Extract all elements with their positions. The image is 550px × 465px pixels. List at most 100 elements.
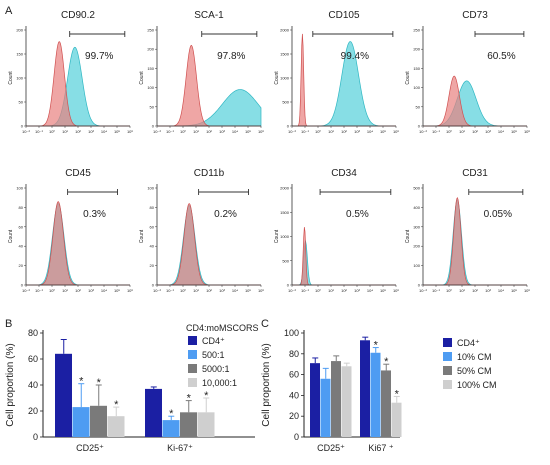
y-tick-label: 40 [150,244,155,249]
bar [341,366,352,437]
x-tick-label: 10¹ [193,129,199,134]
y-tick-label: 150 [413,66,420,71]
x-tick-label: 10⁵ [511,288,517,293]
y-tick-label: 100 [16,186,23,191]
bar [370,352,381,437]
x-tick-label: 10⁴ [232,288,238,293]
x-tick-label: 10⁶ [393,129,399,134]
x-tick-label: 10¹ [328,129,334,134]
y-tick-label: 500 [413,186,420,191]
y-tick-label: 100 [413,85,420,90]
x-tick-label: 10⁰ [49,288,55,293]
y-axis-label: Count [274,229,280,243]
x-tick-label: 10⁻² [153,288,162,293]
y-tick-label: 500 [282,258,289,263]
bar [360,340,370,437]
y-tick-label: 0 [287,283,290,288]
y-tick-label: 0 [152,124,155,129]
legend-swatch [188,336,197,345]
legend-label: 50% CM [457,366,492,376]
flow-panel-cd902: CD90.2 0 50 100 150 200 Count 10⁻² 10⁻¹ 10⁰ 10¹ 10²… [8,10,133,134]
y-axis-label: Count [139,71,145,85]
x-tick-label: 10⁻¹ [35,288,44,293]
y-tick-label: 250 [147,28,154,33]
flow-title: CD105 [328,10,360,21]
control-histogram [157,203,261,286]
x-tick-label: 10² [472,288,478,293]
x-tick-label: 10³ [354,129,360,134]
y-tick-label: 400 [413,205,420,210]
y-tick-label: 60 [19,224,24,229]
y-tick-label: 100 [147,85,154,90]
flow-title: CD31 [462,168,488,179]
flow-panel-cd11b: CD11b 0 20 40 60 80 100 Count 10⁻² 10⁻¹ 10⁰ 10¹ 10² 1… [139,168,264,293]
x-tick-label: 10⁵ [245,129,251,134]
legend-label: 100% CM [457,380,497,390]
x-tick-label: 10² [341,288,347,293]
y-axis-label: Cell proportion (%) [5,343,16,426]
y-tick-label: 250 [413,28,420,33]
legend-label: CD4⁺ [457,338,480,348]
flow-title: CD11b [194,168,225,179]
x-tick-label: 10³ [354,288,360,293]
legend-label: 10% CM [457,352,492,362]
y-axis-label: Count [405,71,411,85]
x-tick-label: 10¹ [459,129,465,134]
flow-panel-cd73: CD73 0 50 100 150 200 250 Count 10⁻² 10⁻¹ 10⁰ 10¹ 10… [405,10,530,134]
x-tick-label: 10⁰ [180,129,186,134]
x-tick-label: 10² [206,129,212,134]
bar [331,361,341,437]
gate-percentage: 0.3% [83,209,106,220]
x-tick-label: 10¹ [328,288,334,293]
y-tick-label: 20 [150,263,155,268]
x-tick-label: 10⁴ [367,288,373,293]
y-tick-label: 0 [21,283,24,288]
flow-title: SCA-1 [194,10,224,21]
x-tick-label: 10⁰ [446,288,452,293]
y-tick-label: 300 [413,224,420,229]
y-axis-label: Count [8,71,14,85]
x-tick-label: 10² [341,129,347,134]
y-tick-label: 2000 [280,28,290,33]
marker-histogram [26,46,130,127]
significance-star: * [114,399,119,411]
bar [107,416,125,437]
x-tick-label: 10⁵ [114,129,120,134]
x-tick-label: 10⁶ [524,288,530,293]
bar [55,353,72,437]
x-tick-label: 10² [75,129,81,134]
y-tick-label: 100 [284,328,299,338]
flow-panel-cd105: CD105 0 500 1000 1500 2000 Count 10⁻² 10⁻¹ 10⁰ 10¹… [274,10,399,134]
legend-label: 10,000:1 [202,378,237,388]
x-tick-label: 10³ [219,129,225,134]
legend-swatch [443,352,452,361]
x-tick-label: 10¹ [193,288,199,293]
y-tick-label: 150 [16,52,23,57]
gate-percentage: 0.2% [214,209,237,220]
flow-title: CD45 [65,168,91,179]
y-tick-label: 150 [147,66,154,71]
flow-title: CD73 [462,10,488,21]
bar [72,407,90,437]
y-tick-label: 40 [19,244,24,249]
x-tick-label: 10⁻¹ [35,129,44,134]
significance-star: * [187,393,192,405]
y-tick-label: 200 [16,28,23,33]
gate-percentage: 60.5% [487,51,515,62]
legend-swatch [443,338,452,347]
legend-swatch [443,380,452,389]
y-tick-label: 20 [289,411,299,421]
y-tick-label: 0 [33,432,38,442]
y-tick-label: 1000 [280,234,290,239]
x-tick-label: 10³ [219,288,225,293]
significance-star: * [79,376,84,388]
y-tick-label: 40 [289,390,299,400]
y-tick-label: 0 [21,124,24,129]
legend-title: CD4:moMSCORS [186,323,259,333]
y-axis-label: Count [8,229,14,243]
x-tick-label: 10⁶ [127,288,133,293]
x-tick-label: 10⁻¹ [301,129,310,134]
x-tick-label: 10⁻² [288,129,297,134]
